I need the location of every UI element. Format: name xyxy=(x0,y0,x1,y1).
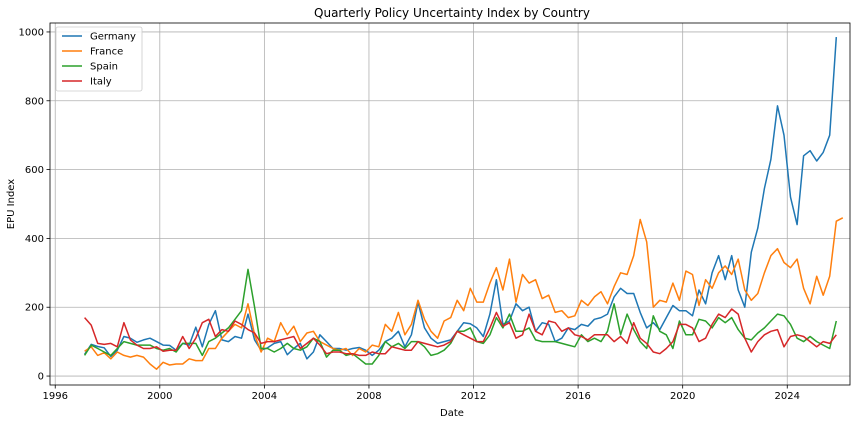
y-axis: 0 200 400 600 800 1000 xyxy=(19,27,50,383)
x-axis-label: Date xyxy=(440,408,464,419)
grid-lines xyxy=(50,23,850,385)
y-tick-label: 1000 xyxy=(19,27,44,38)
x-tick-label: 2020 xyxy=(670,391,695,402)
series-line-italy xyxy=(84,308,837,357)
legend-label-italy: Italy xyxy=(90,77,112,88)
x-tick-label: 2008 xyxy=(356,391,381,402)
legend-label-spain: Spain xyxy=(90,62,118,73)
x-tick-label: 2024 xyxy=(775,391,800,402)
y-tick-label: 800 xyxy=(25,96,44,107)
series-lines xyxy=(83,37,844,370)
x-tick-label: 2004 xyxy=(252,391,277,402)
y-tick-label: 600 xyxy=(25,165,44,176)
legend: Germany France Spain Italy xyxy=(55,26,143,92)
legend-label-germany: Germany xyxy=(90,32,136,43)
y-tick-label: 400 xyxy=(25,234,44,245)
x-tick-label: 2000 xyxy=(147,391,172,402)
chart-title: Quarterly Policy Uncertainty Index by Co… xyxy=(314,6,590,20)
y-tick-label: 200 xyxy=(25,303,44,314)
x-tick-label: 1996 xyxy=(43,391,68,402)
y-tick-label: 0 xyxy=(38,372,44,383)
plot-frame xyxy=(49,22,851,386)
legend-label-france: France xyxy=(90,47,123,58)
x-axis: 1996 2000 2004 2008 2012 2016 2020 2024 xyxy=(43,385,800,402)
y-axis-label: EPU Index xyxy=(6,179,17,229)
x-tick-label: 2012 xyxy=(461,391,486,402)
x-tick-label: 2016 xyxy=(565,391,590,402)
legend-box xyxy=(55,26,143,92)
series-line-france xyxy=(84,217,844,370)
